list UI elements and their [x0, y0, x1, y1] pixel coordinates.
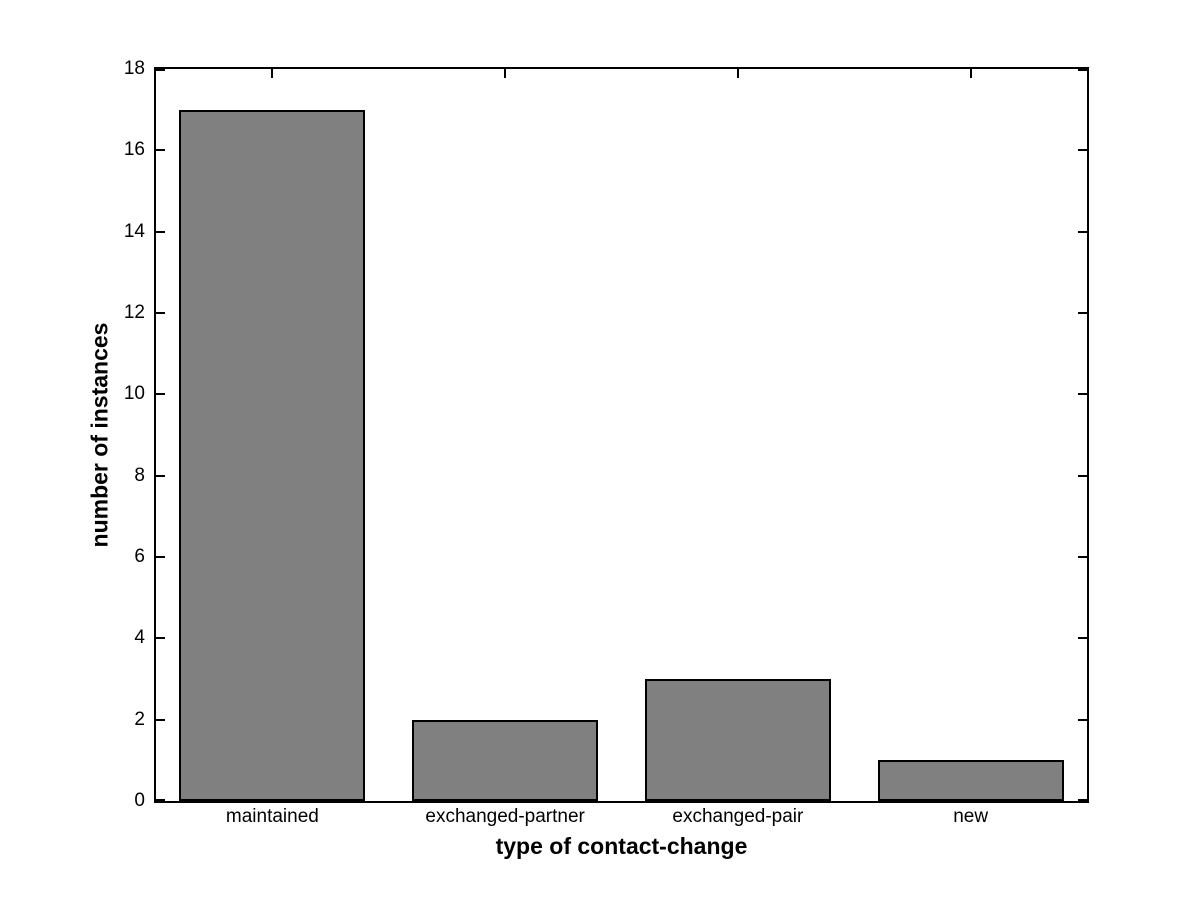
axis-tick [504, 69, 506, 78]
axis-tick [156, 719, 165, 721]
axis-tick [156, 231, 165, 233]
x-tick-label: exchanged-partner [425, 806, 585, 827]
plot-area [154, 67, 1089, 803]
axis-tick [156, 637, 165, 639]
axis-tick [1078, 556, 1087, 558]
y-tick-label: 18 [123, 58, 145, 79]
bar-new [877, 760, 1064, 801]
axis-tick [156, 556, 165, 558]
bar-exchanged-partner [412, 719, 599, 801]
axis-tick [737, 69, 739, 78]
axis-tick [970, 69, 972, 78]
axis-tick [1078, 719, 1087, 721]
axis-tick [156, 393, 165, 395]
y-tick-label: 4 [134, 627, 145, 649]
y-tick-label: 2 [134, 708, 145, 730]
axis-tick [271, 69, 273, 78]
axis-tick [156, 312, 165, 314]
x-tick-label: new [953, 806, 989, 827]
y-tick-label: 6 [134, 546, 145, 567]
bar-maintained [179, 109, 366, 801]
y-tick-label: 8 [134, 464, 145, 486]
y-tick-label: 16 [123, 139, 145, 161]
y-tick-label: 14 [123, 220, 145, 242]
y-tick-label: 0 [134, 790, 145, 811]
y-axis-label: number of instances [86, 322, 113, 548]
axis-tick [1078, 149, 1087, 151]
axis-tick [1078, 475, 1087, 477]
x-axis-label: type of contact-change [495, 833, 748, 859]
axis-tick [1078, 69, 1087, 71]
axis-tick [156, 149, 165, 151]
axis-tick [1078, 312, 1087, 314]
x-tick-label: exchanged-pair [672, 806, 804, 827]
x-tick-label: maintained [225, 806, 319, 827]
axis-tick [1078, 231, 1087, 233]
axis-tick [156, 475, 165, 477]
axis-tick [156, 69, 165, 71]
axis-tick [1078, 799, 1087, 801]
bar-exchanged-pair [644, 679, 831, 801]
y-tick-label: 12 [123, 302, 145, 323]
axis-tick [1078, 637, 1087, 639]
y-tick-label: 10 [123, 383, 145, 405]
axis-tick [156, 799, 165, 801]
axis-tick [1078, 393, 1087, 395]
